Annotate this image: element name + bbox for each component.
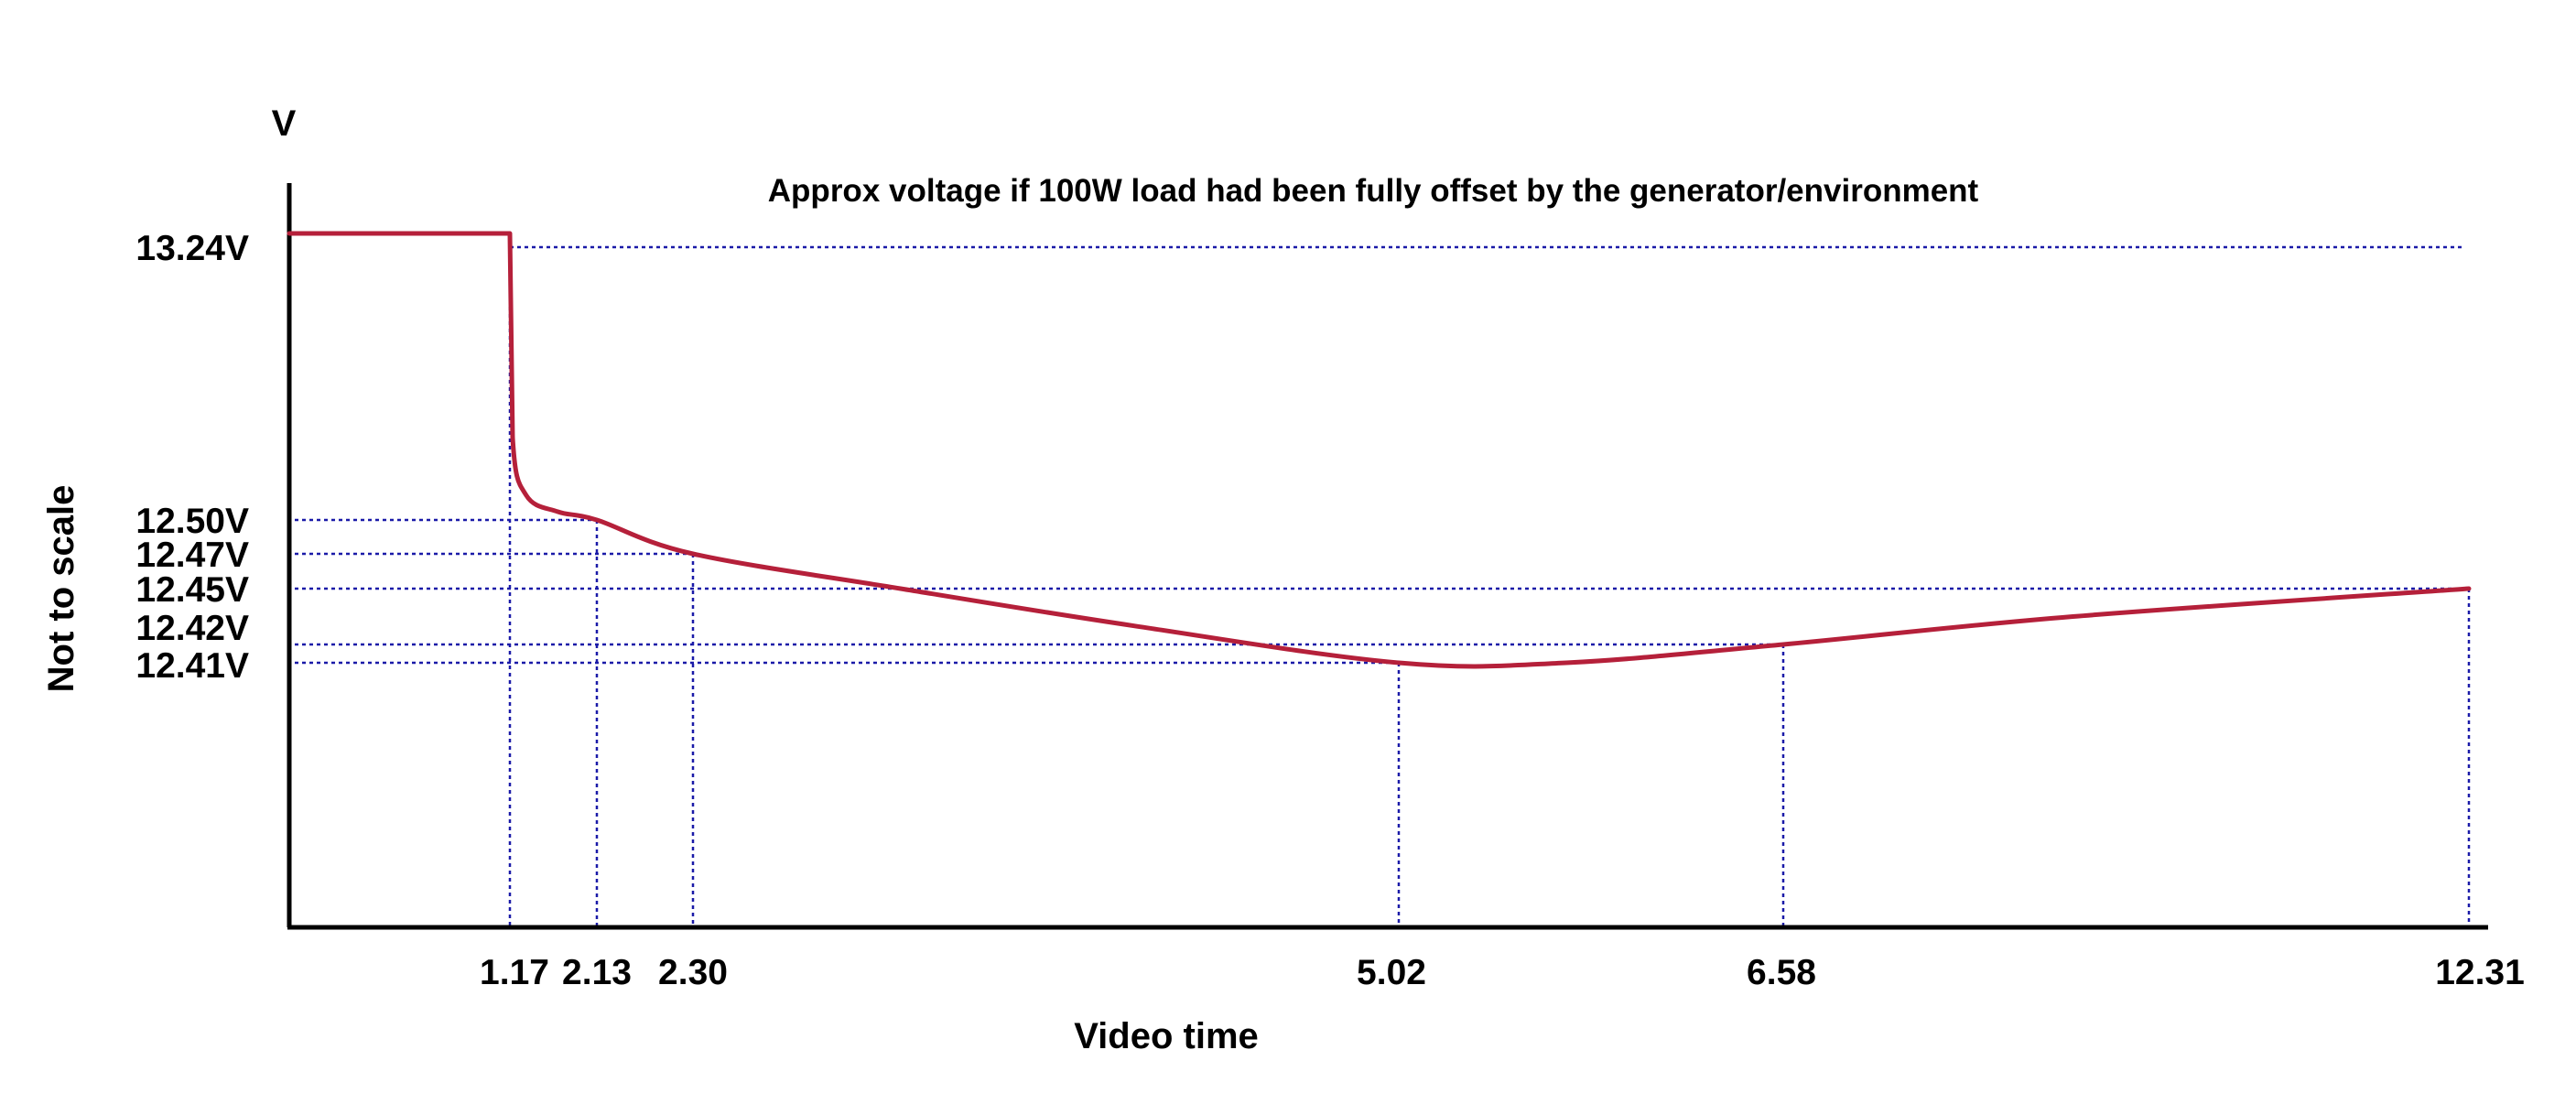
x-tick-label: 5.02 [1357,953,1426,992]
y-unit-label: V [272,103,297,144]
voltage-series-line [287,231,2472,669]
x-tick-label: 2.13 [562,953,632,992]
y-tick-label: 12.41V [135,646,249,686]
y-axis-title: Not to scale [41,485,81,693]
x-axis-title: Video time [1074,1016,1259,1056]
y-tick-label: 12.45V [135,570,249,610]
y-tick-label: 13.24V [135,229,249,268]
x-tick-label: 6.58 [1747,953,1816,992]
x-tick-labels: 1.17 2.13 2.30 5.02 6.58 12.31 [480,953,2525,992]
x-tick-label: 2.30 [658,953,728,992]
y-tick-label: 12.50V [135,502,249,541]
chart-annotation: Approx voltage if 100W load had been ful… [768,173,1979,209]
guide-lines [295,233,2471,927]
x-tick-label: 12.31 [2435,953,2525,992]
x-tick-label: 1.17 [480,953,549,992]
y-tick-label: 12.47V [135,536,249,575]
y-tick-label: 12.42V [135,609,249,648]
